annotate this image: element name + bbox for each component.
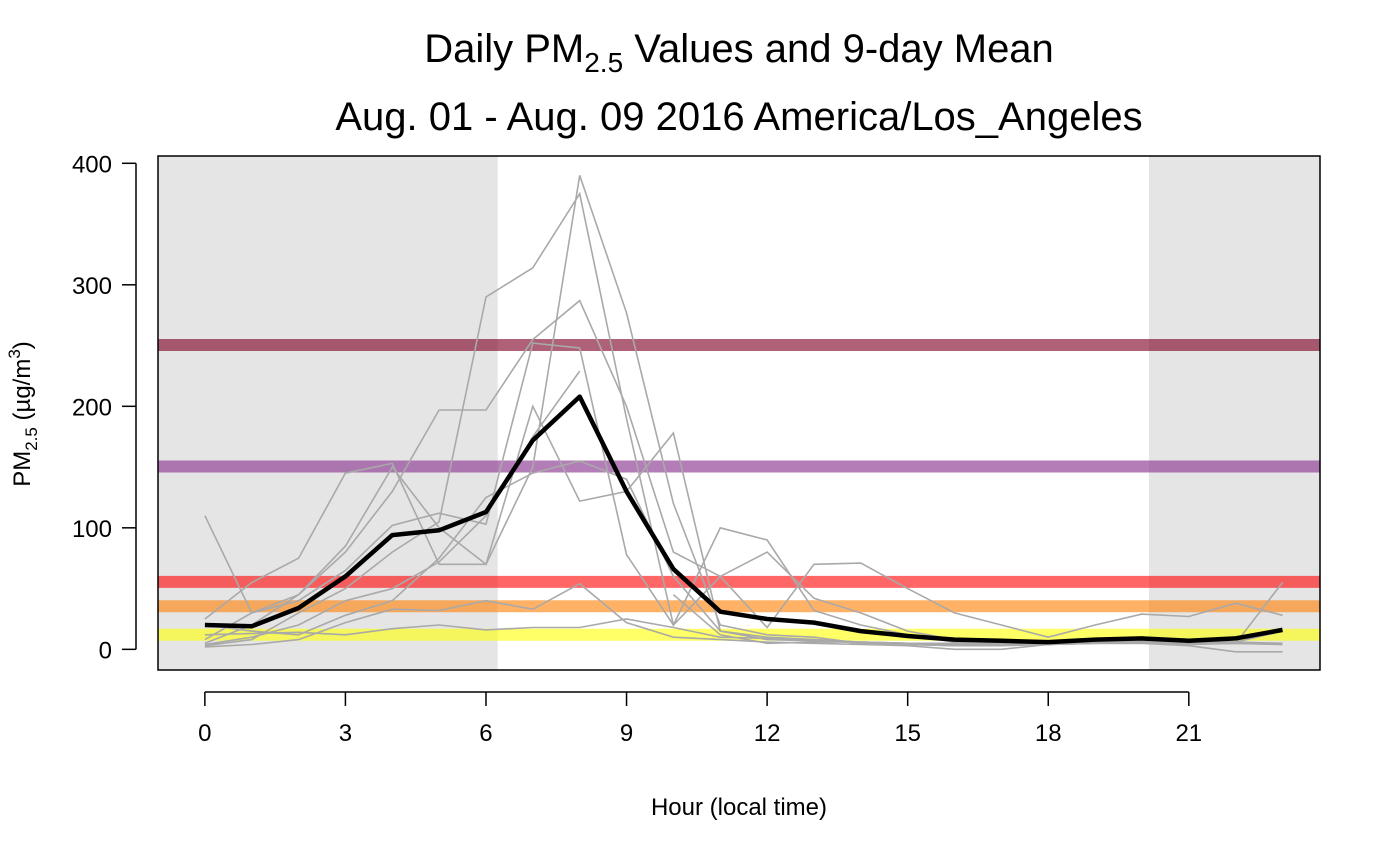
y-axis: 0 100 200 300 400 bbox=[72, 151, 137, 664]
x-tick-label-4: 12 bbox=[754, 720, 781, 747]
mean-series bbox=[204, 394, 1283, 645]
plot-frame bbox=[157, 155, 1321, 671]
y-axis-label: PM2.5 (µg/m3) bbox=[5, 341, 41, 487]
night-shading bbox=[158, 156, 1320, 670]
y-tick-label-4: 400 bbox=[72, 151, 112, 178]
title-pm-subscript: 2.5 bbox=[584, 47, 623, 78]
y-label-pm-text: PM bbox=[9, 451, 36, 487]
x-tick-label-5: 15 bbox=[894, 720, 921, 747]
night-shade-1 bbox=[1148, 156, 1320, 670]
x-tick-label-6: 18 bbox=[1035, 720, 1062, 747]
x-axis-label: Hour (local time) bbox=[651, 794, 827, 821]
chart-title-line1: Daily PM2.5 Values and 9-day Mean bbox=[424, 27, 1054, 78]
y-tick-label-3: 300 bbox=[72, 273, 112, 300]
title-rest-text: Values and 9-day Mean bbox=[623, 27, 1054, 71]
x-tick-label-2: 6 bbox=[479, 720, 492, 747]
daily-series-8 bbox=[204, 460, 1283, 645]
y-label-pm-subscript: 2.5 bbox=[22, 427, 41, 451]
y-label-unit-close: ) bbox=[9, 341, 36, 349]
x-tick-label-3: 9 bbox=[620, 720, 633, 747]
daily-series-6 bbox=[204, 582, 1283, 653]
y-tick-label-1: 100 bbox=[72, 516, 112, 543]
night-shade-0 bbox=[158, 156, 498, 670]
chart-title-line2: Aug. 01 - Aug. 09 2016 America/Los_Angel… bbox=[335, 95, 1142, 139]
x-axis: 0 3 6 9 12 15 18 21 bbox=[198, 691, 1202, 747]
daily-series-lines bbox=[204, 175, 1284, 653]
x-tick-label-7: 21 bbox=[1175, 720, 1202, 747]
title-pm-text: Daily PM bbox=[424, 27, 584, 71]
mean-series-line bbox=[204, 394, 1283, 645]
y-tick-label-2: 200 bbox=[72, 394, 112, 421]
x-tick-label-1: 3 bbox=[339, 720, 352, 747]
daily-series-4 bbox=[204, 191, 1283, 647]
y-label-unit-superscript: 3 bbox=[5, 349, 24, 358]
y-tick-label-0: 0 bbox=[99, 637, 112, 664]
x-tick-label-0: 0 bbox=[198, 720, 211, 747]
y-label-unit-text: (µg/m bbox=[9, 359, 36, 428]
